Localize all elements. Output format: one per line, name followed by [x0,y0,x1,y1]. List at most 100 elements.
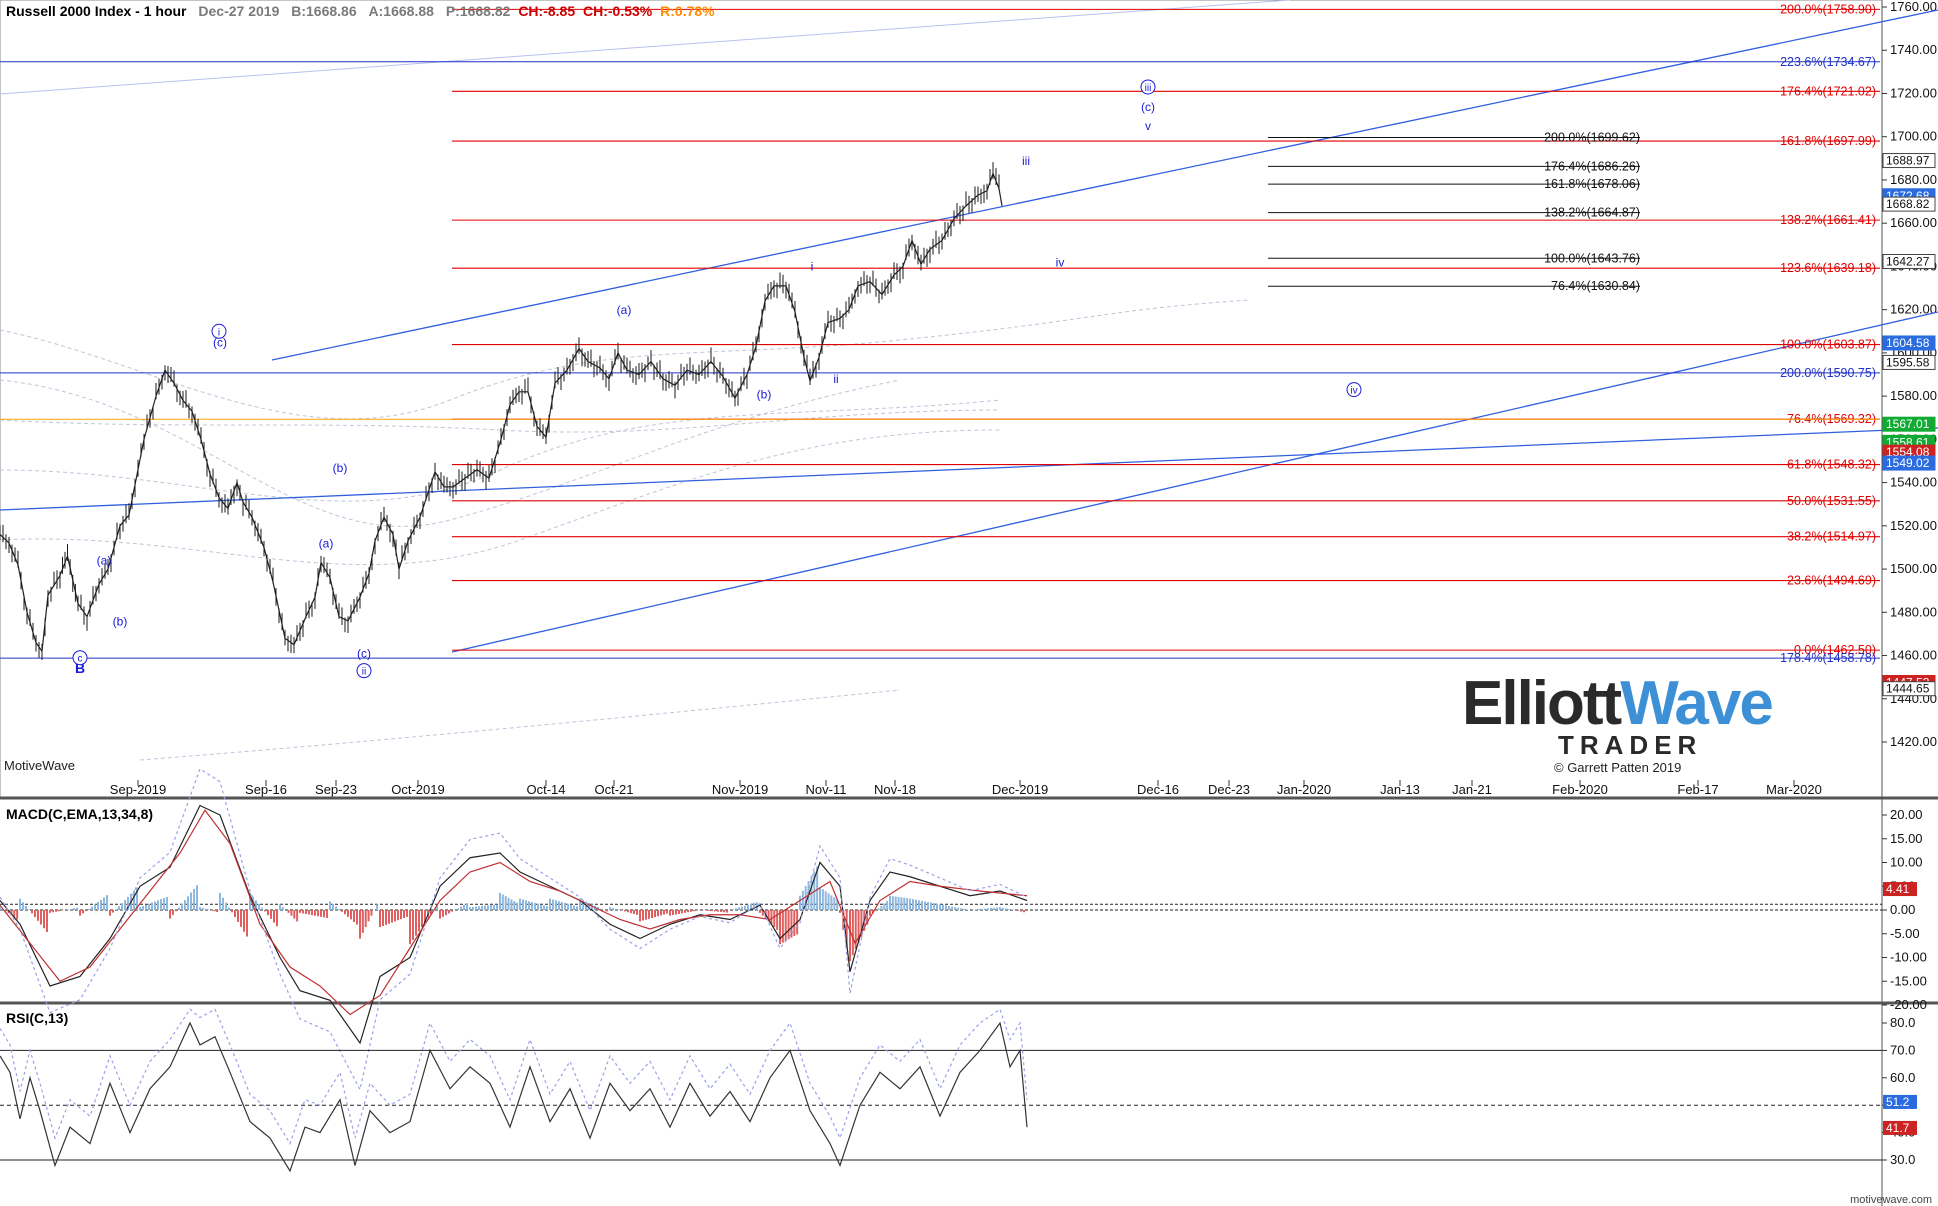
fib-level-label: 200.0%(1758.90) [1780,2,1876,16]
y-tick-label: 1500.00 [1890,561,1937,576]
rsi-value-label: 51.2 [1886,1095,1910,1109]
x-tick-label: Feb-2020 [1552,782,1608,797]
quote-date: Dec-27 2019 [198,3,280,19]
wave-label: (b) [113,614,128,628]
quote-bid: B:1668.86 [291,3,357,19]
y-tick-label: 1580.00 [1890,388,1937,403]
ext-level-label: 176.4%(1686.26) [1544,159,1640,173]
wave-label: (a) [97,554,112,568]
price-box-label: 1668.82 [1886,197,1930,211]
price-box [1882,254,1936,270]
x-tick-label: Jan-2020 [1277,782,1331,797]
macd-label: MACD(C,EMA,13,34,8) [6,806,154,822]
macd-y-tick-label: 15.00 [1890,831,1923,846]
wave-circle-label: ii [362,667,366,678]
price-box [1882,416,1936,432]
price-box [1882,455,1936,471]
quote-ask: A:1668.88 [368,3,434,19]
rsi-value-box [1883,1094,1917,1109]
y-tick-label: 1480.00 [1890,604,1937,619]
wave-circle-label: iii [1145,83,1152,94]
fib-level-label: 50.0%(1531.55) [1787,494,1876,508]
logo-wordmark: ElliottWave [1462,668,1774,739]
wave-label: iv [1056,255,1065,269]
trend-line-channel-bottom [451,311,1938,653]
y-tick-label: 1420.00 [1890,734,1937,749]
quote-price: P:1668.82 [445,3,511,19]
logo-wave: Wave [1620,669,1774,738]
macd-y-tick-label: -20.00 [1890,997,1927,1012]
rsi-value-label: 41.7 [1886,1121,1910,1135]
wave-label: (c) [213,335,227,349]
source-label: MotiveWave [4,758,76,773]
y-tick-label: 1740.00 [1890,42,1937,57]
ext-level-label: 138.2%(1664.87) [1544,206,1640,220]
macd-value-box [1883,882,1917,897]
y-tick-label: 1660.00 [1890,215,1937,230]
wave-label: v [1145,119,1151,133]
price-box-label: 1549.02 [1886,456,1930,470]
x-tick-label: Jan-13 [1380,782,1420,797]
wave-label: iii [1022,154,1030,168]
price-box [1882,196,1936,212]
x-tick-label: Nov-18 [874,782,916,797]
price-box [1882,354,1936,370]
ewt-logo: ElliottWave TRADER © Garrett Patten 2019 [1462,668,1774,778]
x-tick-label: Oct-14 [526,782,565,797]
ext-level-label: 161.8%(1678.06) [1544,177,1640,191]
macd-y-tick-label: 20.00 [1890,807,1923,822]
macd-line [0,804,1028,1045]
overlay-curve [0,379,901,527]
logo-trader: TRADER [1558,730,1703,760]
wave-label: (b) [757,387,772,401]
fib-level-label: 176.4%(1721.02) [1780,84,1876,98]
ext-level-label: 100.0%(1643.76) [1544,251,1640,265]
blue-level-label: 223.6%(1734.67) [1780,55,1876,69]
fib-level-label: 38.2%(1514.97) [1787,530,1876,544]
macd-value-label: 4.41 [1886,882,1910,896]
blue-level-label: 178.4%(1458.78) [1780,651,1876,665]
x-tick-label: Sep-23 [315,782,357,797]
fib-level-label: 100.0%(1603.87) [1780,338,1876,352]
wave-circle [356,663,372,679]
macd-y-tick-label: -10.00 [1890,950,1927,965]
quote-change-pct: CH:-0.53% [583,3,653,19]
y-tick-label: 1460.00 [1890,648,1937,663]
macd-band-line [0,768,1028,1092]
fib-level-label: 23.6%(1494.69) [1787,574,1876,588]
wave-circle-label: i [218,327,220,338]
x-tick-label: Sep-16 [245,782,287,797]
y-tick-label: 1520.00 [1890,518,1937,533]
price-box [1882,681,1936,697]
rsi-band-line [0,1008,1028,1145]
wave-label: (c) [1141,100,1155,114]
price-box-label: 1595.58 [1886,355,1930,369]
logo-elliott: Elliott [1462,669,1622,738]
x-tick-label: Nov-11 [806,782,847,797]
wave-label: ii [833,372,838,386]
wave-label: (b) [333,461,348,475]
wave-circle-label: iv [1350,386,1357,397]
wave-circle [1140,79,1156,95]
y-tick-label: 1540.00 [1890,475,1937,490]
fib-level-label: 138.2%(1661.41) [1780,213,1876,227]
x-tick-label: Jan-21 [1452,782,1492,797]
wave-label: (c) [357,647,371,661]
overlay-curve [0,429,1001,566]
y-tick-label: 1760.00 [1890,0,1937,14]
x-tick-label: Oct-2019 [391,782,444,797]
y-tick-label: 1720.00 [1890,85,1937,100]
wave-label: (a) [617,303,632,317]
macd-y-tick-label: 10.00 [1890,855,1923,870]
x-tick-label: Dec-2019 [992,782,1048,797]
rsi-line [0,1021,1028,1173]
x-tick-label: Dec-16 [1137,782,1179,797]
logo-copyright: © Garrett Patten 2019 [1554,760,1682,775]
x-tick-label: Sep-2019 [110,782,166,797]
fib-level-label: 61.8%(1548.32) [1787,458,1876,472]
macd-y-tick-label: -5.00 [1890,926,1920,941]
fib-level-label: 123.6%(1639.18) [1780,261,1876,275]
price-box [1882,153,1936,169]
rsi-y-tick-label: 30.0 [1890,1152,1915,1167]
